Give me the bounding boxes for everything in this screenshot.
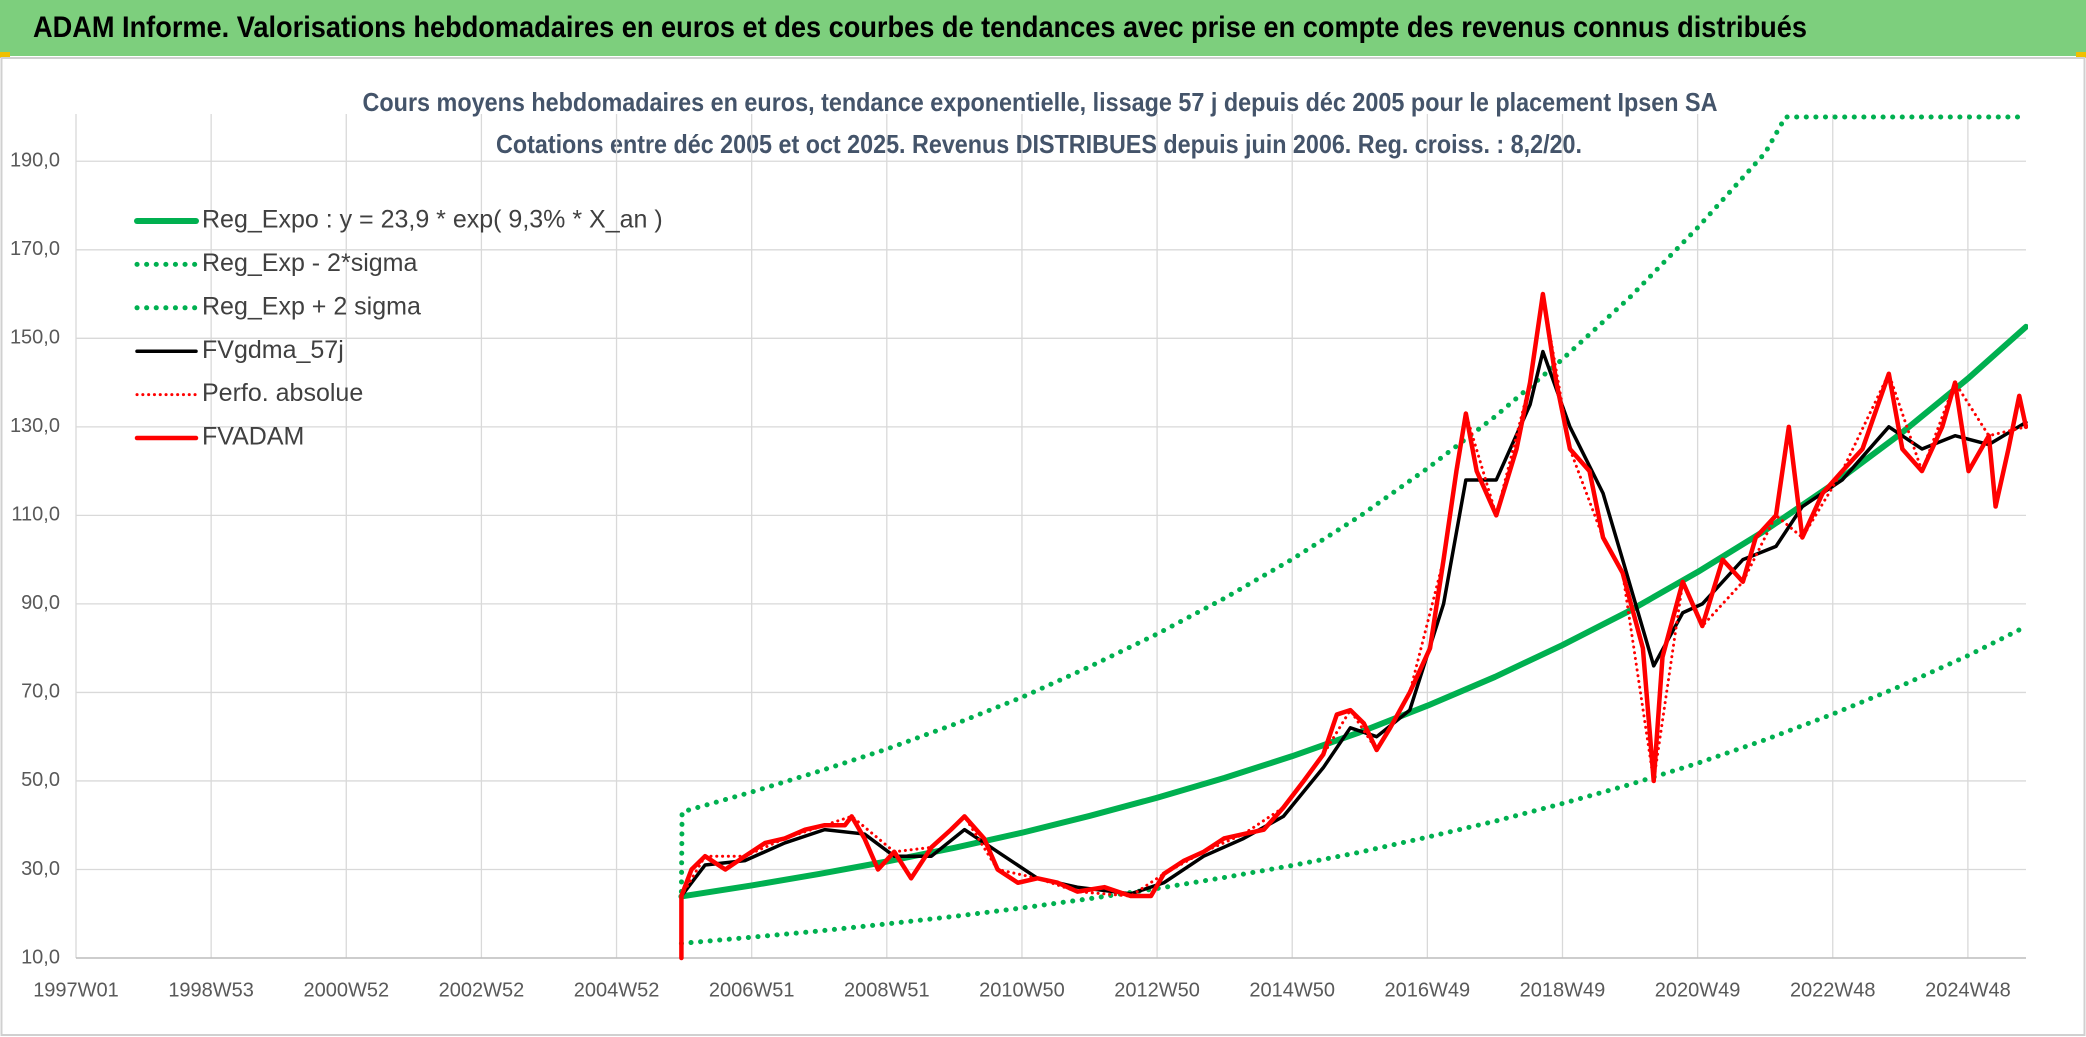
y-tick-label: 190,0: [10, 150, 60, 172]
series-line: [678, 623, 2028, 946]
x-tick-label: 2004W52: [574, 979, 660, 1001]
plot-area: [678, 114, 2028, 961]
y-tick-label: 90,0: [21, 592, 60, 614]
y-tick-label: 150,0: [10, 327, 60, 349]
legend-label: FVADAM: [202, 423, 304, 451]
x-tick-label: 2002W52: [439, 979, 525, 1001]
x-tick-label: 2008W51: [844, 979, 930, 1001]
y-tick-label: 110,0: [11, 504, 60, 526]
x-tick-label: 2016W49: [1385, 979, 1471, 1001]
y-tick-label: 50,0: [21, 769, 60, 791]
series-line: [678, 114, 2028, 895]
series-line: [679, 291, 2028, 961]
legend-label: Reg_Expo : y = 23,9 * exp( 9,3% * X_an ): [202, 206, 663, 234]
x-tick-label: 1998W53: [168, 979, 254, 1001]
header-title: ADAM Informe. Valorisations hebdomadaire…: [33, 11, 1807, 44]
x-tick-label: 2020W49: [1655, 979, 1741, 1001]
chart-subtitle: Cotations entre déc 2005 et oct 2025. Re…: [496, 129, 1582, 159]
y-tick-label: 130,0: [10, 415, 60, 437]
legend-label: Perfo. absolue: [202, 379, 363, 407]
chart-title: Cours moyens hebdomadaires en euros, ten…: [363, 87, 1718, 117]
corner-mark: [2076, 52, 2086, 58]
corner-mark: [0, 52, 10, 58]
legend-label: Reg_Exp - 2*sigma: [202, 249, 417, 277]
y-tick-label: 170,0: [10, 238, 60, 260]
x-tick-label: 2022W48: [1790, 979, 1876, 1001]
header-bar: [0, 0, 2086, 56]
x-tick-label: 1997W01: [33, 979, 119, 1001]
x-tick-label: 2012W50: [1114, 979, 1200, 1001]
x-tick-label: 2014W50: [1249, 979, 1335, 1001]
y-tick-label: 10,0: [21, 946, 60, 968]
x-tick-label: 2010W50: [979, 979, 1065, 1001]
y-tick-label: 30,0: [21, 858, 60, 880]
legend-label: Reg_Exp + 2 sigma: [202, 292, 421, 320]
x-tick-label: 2006W51: [709, 979, 795, 1001]
series-line: [679, 349, 2028, 898]
x-tick-label: 2018W49: [1520, 979, 1606, 1001]
x-tick-label: 2024W48: [1925, 979, 2011, 1001]
x-tick-label: 2000W52: [303, 979, 389, 1001]
legend-label: FVgdma_57j: [202, 336, 344, 364]
y-tick-label: 70,0: [21, 681, 60, 703]
